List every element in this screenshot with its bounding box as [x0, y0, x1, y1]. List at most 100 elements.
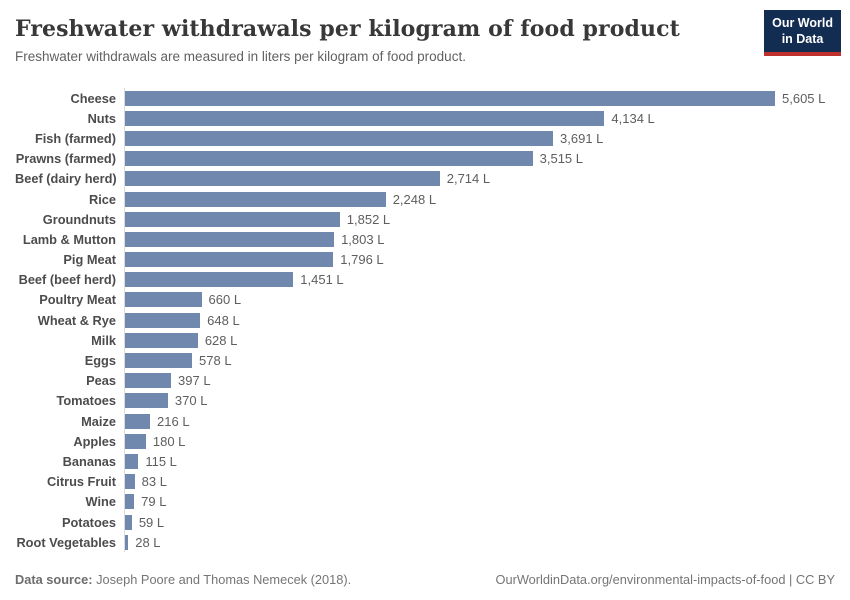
plot-cell: 2,714 L	[124, 168, 840, 189]
bar-row: Root Vegetables 28 L	[15, 532, 840, 553]
bar-row: Beef (beef herd) 1,451 L	[15, 269, 840, 290]
plot-cell: 4,134 L	[124, 108, 840, 129]
bar-row: Prawns (farmed) 3,515 L	[15, 148, 840, 169]
bar-row: Milk 628 L	[15, 330, 840, 351]
chart-footer: Data source: Joseph Poore and Thomas Nem…	[15, 572, 835, 587]
plot-cell: 370 L	[124, 390, 840, 411]
bar-row: Beef (dairy herd) 2,714 L	[15, 168, 840, 189]
bar-row: Rice 2,248 L	[15, 188, 840, 210]
plot-cell: 1,803 L	[124, 229, 840, 250]
bar-row: Cheese 5,605 L	[15, 88, 840, 109]
value-label: 660 L	[208, 292, 242, 308]
value-label: 1,796 L	[340, 252, 384, 268]
bar	[125, 514, 132, 530]
category-label: Eggs	[84, 353, 116, 369]
category-label: Apples	[73, 433, 116, 449]
plot-cell: 660 L	[124, 289, 840, 311]
value-label: 180 L	[152, 433, 186, 449]
plot-cell: 648 L	[124, 310, 840, 331]
plot-cell: 115 L	[124, 451, 840, 472]
value-label: 216 L	[157, 413, 190, 429]
plot-cell: 628 L	[124, 330, 840, 351]
value-label: 3,515 L	[539, 151, 583, 167]
value-label: 5,605 L	[782, 90, 826, 106]
bar	[125, 272, 294, 288]
bar	[125, 252, 334, 268]
category-label: Fish (farmed)	[34, 130, 116, 146]
category-label: Wheat & Rye	[37, 312, 116, 328]
data-source-note: Data source: Joseph Poore and Thomas Nem…	[15, 572, 351, 587]
plot-cell: 83 L	[124, 471, 840, 492]
plot-cell: 1,451 L	[124, 269, 840, 290]
plot-cell: 28 L	[124, 532, 840, 553]
value-label: 115 L	[145, 453, 177, 469]
category-label: Rice	[88, 191, 116, 207]
value-label: 1,852 L	[346, 211, 391, 227]
data-source-text: Joseph Poore and Thomas Nemecek (2018).	[92, 572, 352, 587]
bar	[125, 151, 533, 167]
category-label: Maize	[81, 413, 116, 429]
plot-cell: 578 L	[124, 350, 840, 371]
category-label: Prawns (farmed)	[15, 151, 116, 167]
category-label: Groundnuts	[42, 211, 116, 227]
bar-row: Groundnuts 1,852 L	[15, 209, 840, 230]
category-label: Wine	[85, 494, 116, 510]
bar	[125, 413, 151, 429]
bar	[125, 312, 201, 328]
category-label: Poultry Meat	[39, 292, 116, 308]
bar	[125, 292, 202, 308]
value-label: 2,714 L	[446, 171, 491, 187]
bar-row: Eggs 578 L	[15, 350, 840, 371]
footer-link[interactable]: OurWorldinData.org/environmental-impacts…	[495, 572, 836, 587]
bar-row: Nuts 4,134 L	[15, 108, 840, 129]
bar-row: Tomatoes 370 L	[15, 390, 840, 411]
owid-logo-line2: in Data	[781, 32, 824, 47]
value-label: 83 L	[141, 474, 167, 490]
bar-row: Bananas 115 L	[15, 451, 840, 472]
value-label: 59 L	[138, 514, 165, 530]
bar-row: Lamb & Mutton 1,803 L	[15, 229, 840, 250]
value-label: 3,691 L	[560, 130, 604, 146]
plot-cell: 59 L	[124, 511, 840, 533]
bar-row: Wheat & Rye 648 L	[15, 310, 840, 331]
category-label: Lamb & Mutton	[22, 231, 116, 247]
bar	[125, 130, 554, 146]
bar-row: Pig Meat 1,796 L	[15, 249, 840, 270]
chart-subtitle: Freshwater withdrawals are measured in l…	[15, 49, 466, 65]
page-title: Freshwater withdrawals per kilogram of f…	[15, 16, 680, 42]
bar	[125, 171, 440, 187]
plot-cell: 2,248 L	[124, 188, 840, 210]
category-label: Root Vegetables	[16, 534, 116, 550]
category-label: Tomatoes	[56, 393, 117, 409]
category-label: Potatoes	[61, 514, 116, 530]
bar-row: Citrus Fruit 83 L	[15, 471, 840, 492]
owid-logo-line1: Our World	[772, 16, 833, 30]
category-label: Bananas	[62, 453, 116, 469]
bar	[125, 393, 168, 409]
category-label: Beef (beef herd)	[18, 272, 116, 288]
bar-row: Maize 216 L	[15, 411, 840, 432]
plot-cell: 5,605 L	[124, 88, 840, 109]
bar-row: Peas 397 L	[15, 370, 840, 391]
bar	[125, 231, 335, 247]
bar-row: Poultry Meat 660 L	[15, 289, 840, 311]
value-label: 628 L	[204, 332, 238, 348]
category-label: Pig Meat	[63, 252, 116, 268]
plot-cell: 3,691 L	[124, 128, 840, 149]
owid-logo[interactable]: Our World in Data	[764, 10, 841, 56]
bar	[125, 453, 139, 469]
value-label: 1,803 L	[341, 231, 385, 247]
chart-header: Freshwater withdrawals per kilogram of f…	[0, 0, 850, 64]
bar	[125, 433, 146, 449]
value-label: 578 L	[199, 353, 232, 369]
value-label: 4,134 L	[611, 110, 655, 126]
category-label: Milk	[91, 332, 116, 348]
plot-cell: 1,852 L	[124, 209, 840, 230]
plot-cell: 79 L	[124, 491, 840, 512]
value-label: 397 L	[178, 373, 211, 389]
bar-row: Wine 79 L	[15, 491, 840, 512]
bar-row: Apples 180 L	[15, 431, 840, 452]
category-label: Beef (dairy herd)	[15, 171, 117, 187]
category-label: Nuts	[87, 110, 116, 126]
